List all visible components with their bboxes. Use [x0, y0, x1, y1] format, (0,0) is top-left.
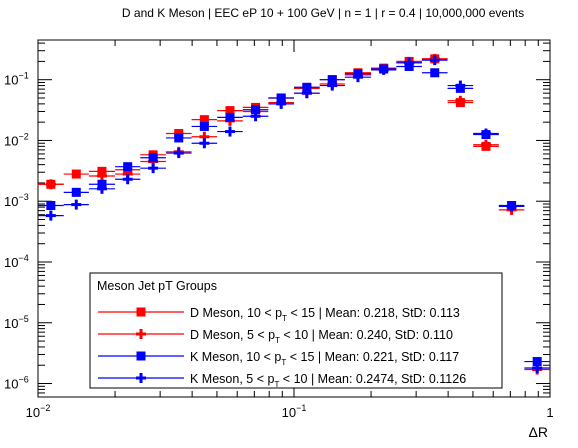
legend-marker: [136, 329, 146, 339]
data-point: [199, 115, 209, 125]
legend-entry: D Meson, 10 < pT < 15 | Mean: 0.218, StD…: [98, 306, 460, 323]
legend-label: K Meson, 10 < pT < 15 | Mean: 0.221, StD…: [190, 350, 459, 367]
data-point: [225, 106, 235, 116]
data-point: [532, 363, 543, 374]
data-point: [251, 105, 261, 115]
data-point: [352, 72, 363, 83]
data-point: [199, 138, 210, 149]
data-point: [276, 93, 286, 103]
data-point: [96, 183, 107, 194]
legend-marker: [136, 373, 146, 383]
legend: Meson Jet pT Groups D Meson, 10 < pT < 15…: [89, 272, 503, 389]
legend-label: K Meson, 5 < pT < 10 | Mean: 0.2474, StD…: [190, 372, 466, 389]
data-point: [327, 75, 337, 85]
data-point: [45, 179, 56, 190]
data-point: [250, 111, 261, 122]
legend-marker: [136, 307, 146, 317]
data-point: [327, 80, 338, 91]
data-point: [429, 55, 440, 66]
data-point: [225, 112, 235, 122]
data-point: [122, 174, 133, 185]
y-tick-label: 10−4: [4, 253, 29, 270]
data-point: [46, 201, 56, 211]
series-4: [38, 55, 550, 374]
data-point: [480, 128, 491, 139]
data-point: [276, 98, 287, 109]
y-tick-label: 10−6: [4, 375, 29, 392]
data-series: [38, 53, 550, 375]
x-tick-label: 10−1: [282, 403, 307, 420]
series-1: [38, 54, 499, 189]
y-tick-label: 10−1: [4, 71, 29, 88]
data-point: [378, 64, 389, 75]
y-tick-label: 10−3: [4, 192, 29, 209]
legend-label: D Meson, 5 < pT < 10 | Mean: 0.240, StD:…: [190, 328, 453, 345]
x-tick-label: 10−2: [26, 403, 51, 420]
data-point: [148, 153, 158, 163]
data-point: [301, 88, 312, 99]
data-point: [123, 162, 133, 172]
legend-label: D Meson, 10 < pT < 15 | Mean: 0.218, StD…: [190, 306, 460, 323]
data-point: [455, 80, 466, 91]
data-point: [302, 82, 312, 92]
legend-box: [89, 272, 503, 389]
data-point: [430, 68, 440, 78]
data-point: [404, 57, 415, 68]
x-tick-label: 1: [546, 405, 553, 420]
data-point: [71, 199, 82, 210]
legend-entry: D Meson, 5 < pT < 10 | Mean: 0.240, StD:…: [98, 328, 453, 345]
data-point: [96, 171, 107, 182]
legend-marker: [136, 351, 146, 361]
data-point: [173, 148, 184, 159]
axes: 10−2 10−1 1 10−6 10−5 10−4 10−3 10−2 10−1 ΔR: [4, 39, 554, 440]
legend-entry: K Meson, 10 < pT < 15 | Mean: 0.221, StD…: [98, 350, 459, 367]
data-point: [71, 169, 81, 179]
data-point: [174, 133, 184, 143]
legend-entry: K Meson, 5 < pT < 10 | Mean: 0.2474, StD…: [98, 372, 466, 389]
data-point: [480, 139, 491, 150]
data-point: [532, 357, 542, 367]
data-point: [45, 210, 56, 221]
data-point: [224, 126, 235, 137]
legend-header: Meson Jet pT Groups: [97, 279, 217, 293]
y-tick-label: 10−2: [4, 131, 29, 148]
data-point: [455, 95, 466, 106]
data-point: [199, 121, 209, 131]
data-point: [148, 163, 159, 174]
data-point: [506, 201, 517, 212]
data-point: [71, 187, 81, 197]
chart-title: D and K Meson | EEC eP 10 + 100 GeV | n …: [122, 6, 524, 20]
y-tick-label: 10−5: [4, 314, 29, 331]
x-axis-label: ΔR: [529, 424, 548, 440]
